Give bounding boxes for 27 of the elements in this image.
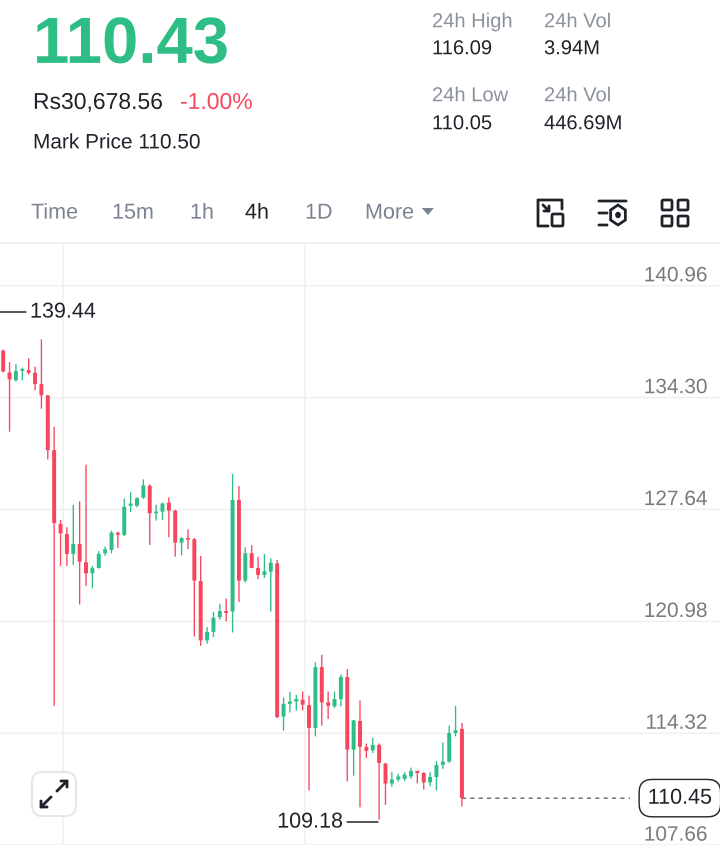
text: Rs30,678.56 xyxy=(34,92,162,112)
text: 3.94M xyxy=(544,40,598,54)
y-tick-label: 107.66 xyxy=(645,826,707,841)
text: 110.05 xyxy=(434,115,492,130)
text: More xyxy=(366,204,414,219)
y-tick-label: 120.98 xyxy=(645,602,707,618)
annotation: 109.18 xyxy=(278,812,342,828)
y-tick-label: 114.32 xyxy=(646,714,706,730)
annotation: 139.44 xyxy=(32,302,96,318)
text: 24h Low xyxy=(433,86,508,102)
text: 15m xyxy=(114,204,152,219)
text: 116.09 xyxy=(434,40,492,54)
text: 24h High xyxy=(433,12,512,32)
y-tick-label: 127.64 xyxy=(645,490,707,506)
text: Time xyxy=(31,202,78,219)
y-tick-label: 140.96 xyxy=(645,266,707,282)
text: 446.69M xyxy=(544,115,621,130)
text: -1.00% xyxy=(181,92,252,110)
ref-line-label: 110.45 xyxy=(649,788,712,804)
text: 24h Vol xyxy=(545,86,610,102)
y-tick-label: 134.30 xyxy=(645,378,707,394)
text: 1D xyxy=(306,204,332,219)
text: 1h xyxy=(192,202,213,219)
text: 4h xyxy=(245,202,268,219)
text: Mark Price 110.50 xyxy=(34,133,200,149)
text: 24h Vol xyxy=(545,12,610,28)
chart-title: 110.43 xyxy=(37,17,227,64)
